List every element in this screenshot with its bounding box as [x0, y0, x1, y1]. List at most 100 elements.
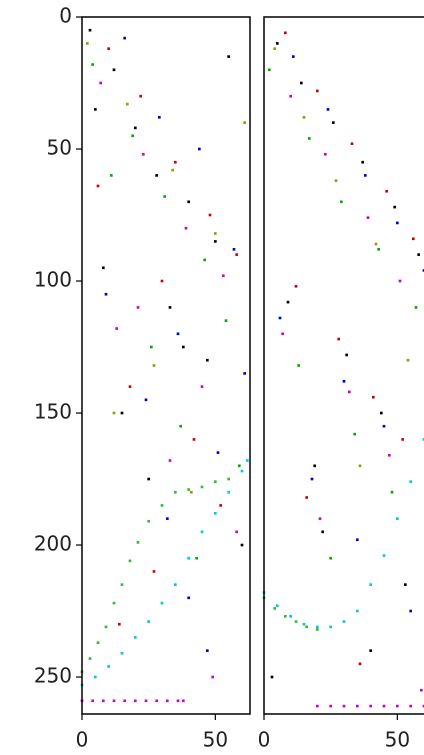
pixel-point: [160, 601, 164, 605]
pixel-point: [198, 147, 201, 151]
pixel-point: [356, 538, 359, 542]
pixel-point: [268, 68, 271, 72]
pixel-point: [94, 108, 97, 111]
pixel-point: [329, 625, 332, 629]
pixel-point: [110, 174, 113, 177]
pixel-point: [276, 42, 279, 45]
pixel-point: [155, 699, 158, 703]
pixel-point: [243, 121, 246, 124]
pixel-point: [409, 704, 412, 708]
pixel-point: [120, 411, 124, 415]
pixel-point: [372, 395, 375, 399]
pixel-point: [102, 699, 105, 703]
pixel-point: [134, 126, 137, 130]
pixel-point: [107, 665, 110, 668]
pixel-point: [224, 319, 228, 322]
pixel-point: [112, 699, 116, 703]
pixel-point: [238, 464, 241, 468]
pixel-point: [174, 490, 177, 494]
x-tick-label: 0: [76, 728, 89, 752]
pixel-point: [302, 622, 306, 626]
pixel-point: [187, 596, 190, 600]
pixel-point: [174, 583, 177, 586]
pixel-point: [144, 398, 148, 402]
pixel-point: [214, 240, 217, 243]
pixel-point: [134, 636, 137, 639]
pixel-point: [214, 480, 217, 483]
pixel-point: [297, 364, 300, 367]
pixel-point: [382, 554, 386, 557]
pixel-point: [398, 279, 402, 283]
pixel-point: [422, 438, 424, 441]
pixel-point: [305, 625, 308, 629]
pixel-point: [329, 704, 332, 708]
pixel-point: [369, 583, 372, 586]
pixel-point: [96, 184, 100, 188]
pixel-point: [227, 55, 230, 58]
pixel-point: [353, 432, 356, 436]
pixel-point: [409, 480, 412, 483]
pixel-point: [150, 345, 153, 349]
pixel-point: [227, 477, 230, 481]
pixel-point: [337, 337, 340, 341]
pixel-point: [160, 279, 164, 283]
pixel-point: [284, 31, 287, 35]
pixel-point: [208, 213, 212, 217]
pixel-point: [147, 519, 150, 523]
pixel-point: [235, 253, 238, 256]
pixel-point: [318, 517, 322, 520]
pixel-point: [142, 152, 145, 156]
pixel-point: [200, 385, 204, 388]
pixel-point: [366, 216, 370, 219]
pixel-point: [152, 570, 156, 573]
pixel-point: [168, 306, 172, 309]
pixel-point: [139, 94, 142, 98]
pixel-point: [278, 316, 282, 320]
pixel-point: [302, 116, 306, 119]
pixel-point: [281, 332, 284, 336]
pixel-point: [342, 704, 346, 708]
pixel-point: [316, 628, 319, 631]
pixel-point: [240, 469, 244, 473]
panel-frame: [263, 16, 424, 715]
pixel-point: [171, 168, 174, 172]
pixel-point: [232, 248, 236, 251]
pixel-point: [412, 237, 415, 241]
pixel-point: [104, 625, 108, 629]
pixel-point: [289, 94, 292, 98]
pixel-point: [356, 609, 359, 613]
pixel-point: [358, 662, 362, 666]
pixel-point: [91, 699, 94, 703]
pixel-point: [308, 137, 311, 140]
pixel-point: [310, 477, 314, 481]
pixel-point: [96, 641, 100, 645]
pixel-point: [179, 424, 182, 428]
pixel-point: [342, 620, 346, 623]
pixel-point: [382, 704, 386, 708]
pixel-point: [396, 221, 399, 225]
pixel-point: [192, 438, 196, 441]
pixel-point: [388, 453, 391, 457]
pixel-point: [131, 134, 134, 138]
pixel-point: [128, 559, 132, 563]
y-tick-label: 100: [34, 268, 72, 292]
pixel-point: [200, 485, 204, 489]
pixel-point: [273, 47, 276, 51]
pixel-point: [422, 269, 424, 272]
pixel-point: [174, 160, 177, 164]
pixel-point: [334, 179, 338, 183]
pixel-point: [313, 464, 316, 468]
pixel-point: [168, 459, 172, 462]
pixel-point: [88, 657, 92, 660]
pixel-point: [123, 699, 126, 703]
x-tick-label: 50: [203, 728, 228, 752]
pixel-point: [369, 704, 372, 708]
pixel-point: [294, 284, 298, 288]
pixel-point: [190, 490, 193, 494]
pixel-point: [134, 699, 137, 703]
pixel-point: [216, 451, 220, 454]
pixel-point: [401, 438, 404, 441]
pixel-point: [316, 89, 319, 93]
pixel-point: [128, 385, 132, 388]
